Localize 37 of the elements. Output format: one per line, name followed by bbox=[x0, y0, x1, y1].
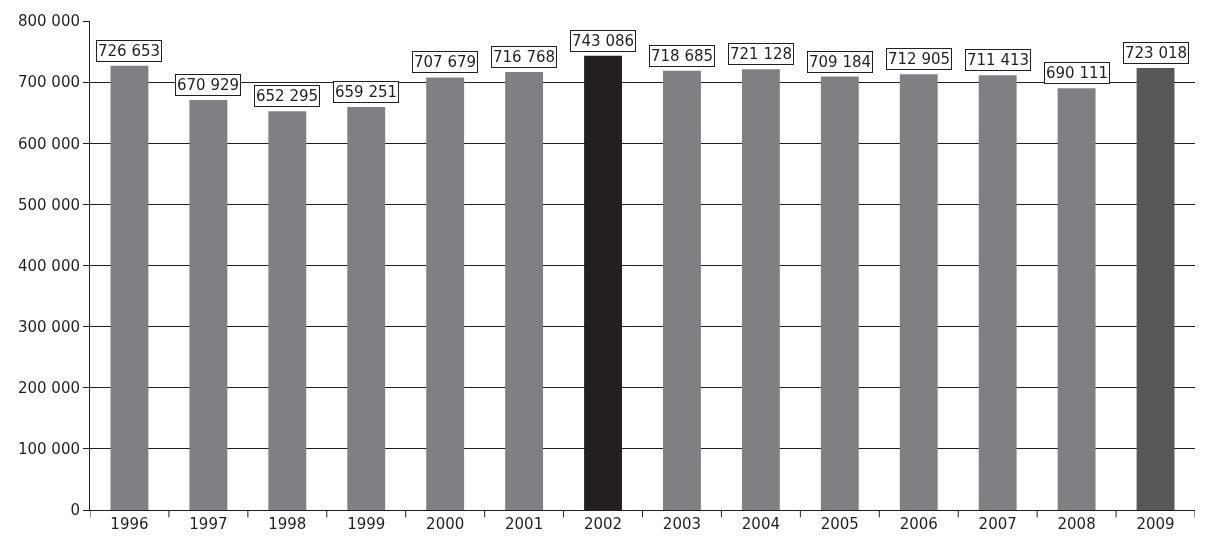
y-tick-label: 100 000 bbox=[17, 440, 80, 459]
x-tick-label: 2000 bbox=[426, 515, 465, 533]
x-tick-label: 1999 bbox=[347, 515, 386, 533]
y-tick-label: 400 000 bbox=[17, 256, 80, 275]
data-label: 712 905 bbox=[888, 50, 951, 68]
y-tick-label: 700 000 bbox=[17, 73, 80, 92]
y-tick-label: 800 000 bbox=[17, 12, 80, 31]
y-tick-label: 500 000 bbox=[17, 195, 80, 214]
x-tick-label: 1996 bbox=[110, 515, 149, 533]
x-tick-label: 1997 bbox=[189, 515, 228, 533]
data-label: 721 128 bbox=[730, 45, 793, 63]
data-label: 723 018 bbox=[1125, 44, 1188, 62]
x-tick-label: 2009 bbox=[1136, 515, 1175, 533]
data-label: 690 111 bbox=[1046, 64, 1109, 82]
x-tick-label: 2003 bbox=[662, 515, 702, 533]
x-tick-label: 2008 bbox=[1057, 515, 1096, 533]
x-tick-label: 2006 bbox=[899, 515, 938, 533]
y-tick-label: 300 000 bbox=[17, 317, 80, 336]
data-label: 709 184 bbox=[809, 53, 872, 71]
data-label: 707 679 bbox=[414, 53, 477, 71]
x-tick-label: 2007 bbox=[978, 515, 1017, 533]
data-label: 711 413 bbox=[967, 51, 1030, 69]
data-label: 716 768 bbox=[493, 48, 556, 66]
data-label: 718 685 bbox=[651, 47, 714, 65]
data-label: 652 295 bbox=[256, 87, 319, 105]
x-tick-label: 2002 bbox=[583, 515, 623, 533]
data-label: 743 086 bbox=[572, 32, 635, 50]
x-tick-label: 2004 bbox=[741, 515, 780, 533]
x-tick-label: 1998 bbox=[268, 515, 307, 533]
y-tick-label: 200 000 bbox=[17, 379, 80, 397]
data-label: 670 929 bbox=[177, 76, 240, 94]
data-label: 659 251 bbox=[335, 83, 398, 101]
x-tick-label: 2005 bbox=[820, 515, 859, 533]
x-tick-label: 2001 bbox=[505, 515, 544, 533]
y-tick-label: 600 000 bbox=[17, 134, 80, 153]
data-label: 726 653 bbox=[98, 42, 161, 60]
y-tick-label: 0 bbox=[70, 501, 80, 520]
